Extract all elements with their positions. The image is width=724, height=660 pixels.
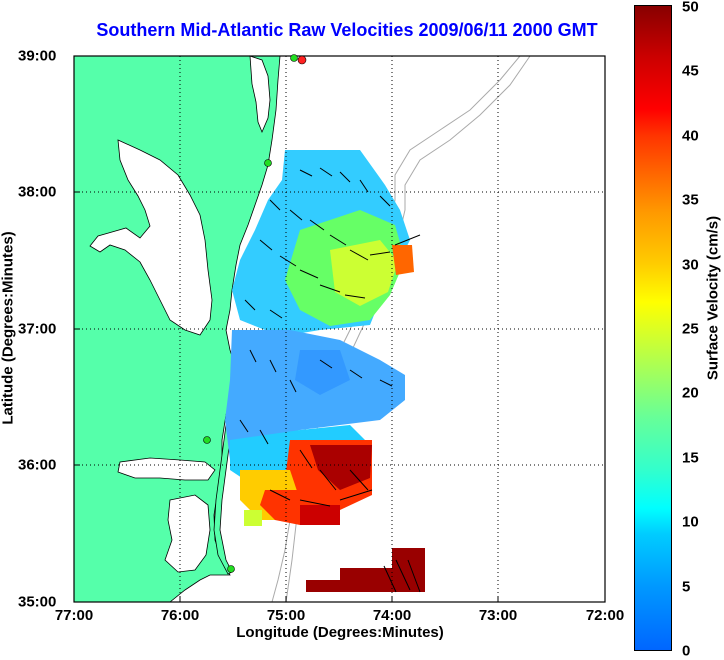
colorbar-tick-label: 25 [682,320,699,338]
colorbar-tick-label: 40 [682,127,699,145]
x-tick-label: 77:00 [54,607,94,624]
station-marker [290,54,298,62]
colorbar-tick-label: 20 [682,384,699,402]
x-tick-label: 75:00 [266,607,306,624]
map-title: Southern Mid-Atlantic Raw Velocities 200… [96,20,598,40]
x-tick-label: 76:00 [160,607,200,624]
velocity-field [225,150,425,592]
station-marker [227,565,235,573]
colorbar-tick-label: 0 [682,642,691,660]
delaware-bay [249,55,271,134]
x-tick-label: 73:00 [478,607,518,624]
axis-ticks [74,191,499,602]
pamlico-sound [164,494,211,573]
y-tick-label: 37:00 [18,320,57,338]
colorbar-tick-label: 10 [682,513,699,531]
velocity-vectors [239,167,421,593]
y-tick-label: 36:00 [18,456,57,474]
colorbar [634,5,672,651]
station-marker [297,55,307,65]
x-tick-label: 72:00 [585,607,625,624]
colorbar-tick-label: 15 [682,449,699,467]
x-tick-label: 74:00 [372,607,412,624]
y-tick-label: 35:00 [18,593,57,611]
x-axis-label: Longitude (Degrees:Minutes) [236,624,444,641]
stations [203,54,307,573]
colorbar-tick-label: 30 [682,256,699,274]
colorbar-tick-label: 5 [682,578,691,596]
colorbar-label: Surface Velocity (cm/s) [704,215,722,381]
y-tick-label: 38:00 [18,183,57,201]
colorbar-tick-label: 50 [682,0,699,16]
colorbar-tick-label: 45 [682,62,699,80]
station-marker [264,159,272,167]
colorbar-tick-label: 35 [682,191,699,209]
y-tick-label: 39:00 [18,47,57,65]
station-marker [203,436,211,444]
chesapeake-bay [89,139,213,336]
grid-lines [74,56,605,602]
y-axis-label: Latitude (Degrees:Minutes) [0,231,17,425]
albemarle-sound [117,457,216,481]
